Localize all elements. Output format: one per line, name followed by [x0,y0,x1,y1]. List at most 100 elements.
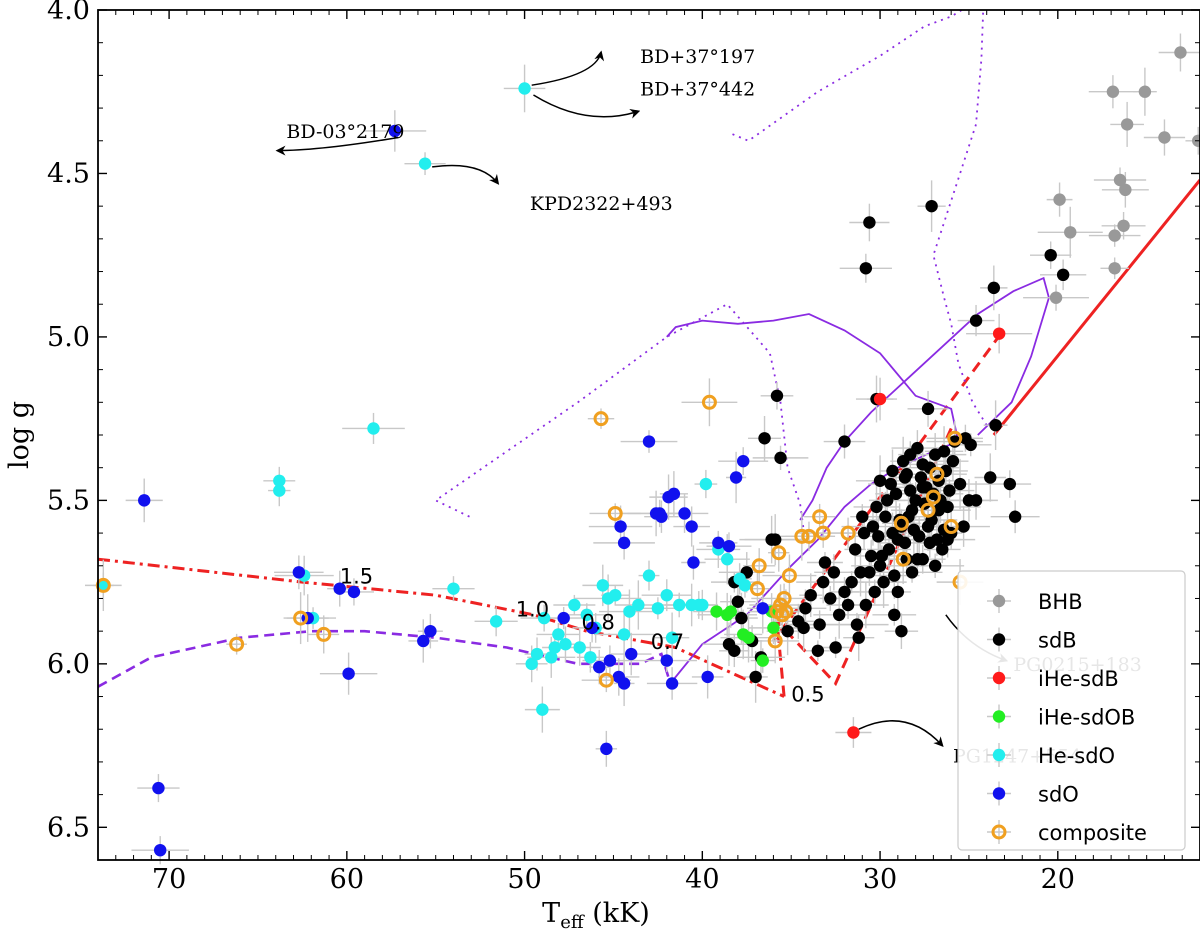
point-ihe-sdob [756,654,769,667]
point-sdb [875,549,889,563]
point-bhb [1049,291,1063,304]
x-tick-label: 40 [685,864,719,895]
point-he-sdo [367,422,380,435]
point-sdb [943,484,956,497]
point-sdb [1003,477,1017,491]
point-he-sdo [518,82,531,95]
point-sdo [138,494,151,507]
legend-marker-ihe-sdb [992,671,1006,685]
point-sdo [333,582,346,595]
point-sdb [904,448,917,461]
point-sdb [827,566,841,579]
point-sdb [889,487,903,501]
point-composite [794,528,810,544]
legend-label-ihe-sdob: iHe-sdOB [1038,706,1135,730]
point-composite [701,394,717,410]
legend: BHB sdB iHe-sdB iHe-sdOB He-sdO sdO composite [957,570,1186,851]
mass-label: 0.8 [581,610,614,634]
point-sdb [928,559,942,572]
point-composite [767,633,783,649]
point-sdb [907,523,921,537]
point-sdb [905,566,919,579]
point-he-sdo [545,651,558,664]
point-sdo [614,520,627,533]
legend-label-ihe-sdb: iHe-sdB [1038,667,1119,691]
track-purple-dotted [732,9,963,142]
point-sdo [593,660,606,674]
point-sdb [797,621,810,635]
point-sdo [557,611,570,625]
point-he-sdo [699,477,713,491]
point-composite [801,528,817,544]
point-bhb [1053,193,1066,206]
point-he-sdo [642,569,656,582]
point-sdo [342,667,355,680]
point-he-sdo [651,602,665,615]
point-sdb [953,477,967,491]
mass-label: 0.5 [791,682,824,706]
point-sdb [799,602,812,615]
point-sdb [824,592,837,605]
point-sdb [816,575,830,589]
point-sdo [685,520,698,533]
point-sdb [749,670,762,684]
x-tick-label: 50 [507,864,541,895]
point-sdo [388,124,402,138]
point-sdb [989,418,1002,432]
annotation-arrow [858,720,944,748]
point-composite [607,505,623,521]
point-sdb [1008,510,1022,523]
point-he-sdo [596,579,609,592]
point-sdb [964,438,977,452]
point-sdo [667,487,681,501]
point-sdb [886,464,899,478]
point-sdb [856,510,869,523]
legend-marker-composite [991,824,1007,840]
point-composite [316,626,332,642]
point-ihe-sdob [767,621,780,635]
object-label: BD-03°2179 [286,121,404,143]
point-sdb [829,641,842,654]
point-composite [815,525,831,541]
point-sdo [625,647,638,661]
x-tick-label: 60 [330,864,364,895]
y-axis-title: log g [4,401,35,469]
point-sdb [879,510,892,523]
point-sdb [813,618,826,631]
mass-label: 1.5 [340,565,373,589]
point-sdb [888,569,901,582]
point-he-sdo [738,579,752,592]
point-composite [895,551,911,567]
legend-label-composite: composite [1038,821,1147,845]
point-he-sdo [623,605,636,618]
annotation-arrow [432,164,500,185]
point-sdb [957,520,970,533]
point-he-sdo [97,579,110,592]
point-he-sdo [273,484,286,497]
data-points [95,46,1200,857]
point-he-sdo [673,598,686,612]
track-red-dashed-close [775,621,786,697]
point-composite [293,610,309,626]
point-ihe-sdb [992,327,1006,340]
point-sdb [884,477,897,491]
point-composite [774,607,790,623]
annotation-arrow [533,94,641,119]
point-sdb [722,638,736,651]
point-he-sdo [573,641,586,654]
point-sdb [758,432,771,445]
point-sdb [936,543,949,556]
point-composite [929,466,945,482]
legend-frame [957,570,1186,851]
point-sdb [841,598,855,612]
point-he-sdo [548,641,561,654]
point-sdo [417,634,430,648]
point-bhb [1108,229,1121,242]
point-sdb [925,199,938,213]
point-sdo [152,781,165,795]
point-sdb [1056,268,1070,282]
point-sdb [870,500,883,514]
point-sdo [617,536,631,550]
track-red-dashdot [97,557,785,698]
legend-marker-bhb [992,594,1006,608]
